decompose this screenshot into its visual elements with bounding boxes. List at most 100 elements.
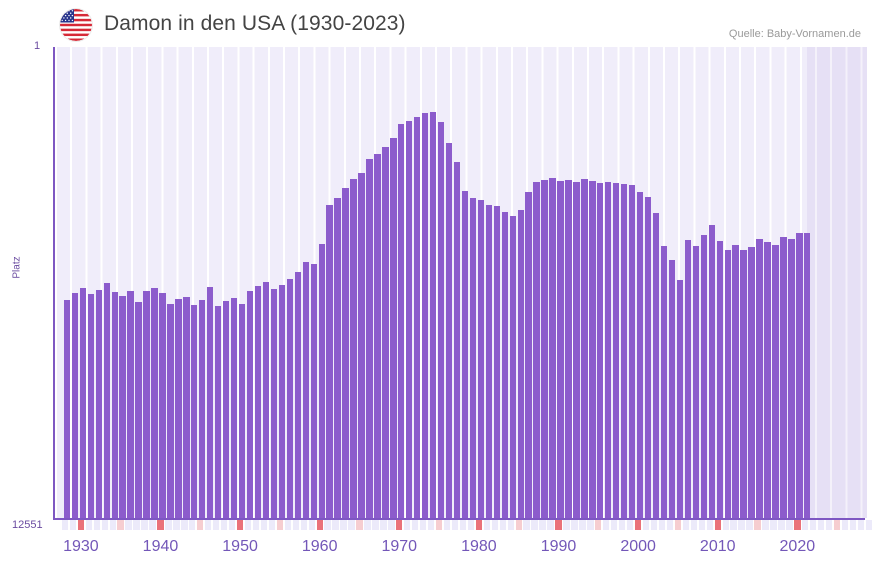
x-axis-tick (459, 520, 467, 530)
bar (230, 298, 238, 518)
x-axis-tick (316, 520, 323, 530)
x-axis-tick (690, 520, 698, 530)
x-axis-tick (475, 520, 483, 530)
x-axis-tick (197, 520, 204, 530)
x-axis-tick (292, 520, 299, 530)
x-axis-tick-label: 1980 (461, 538, 497, 555)
x-axis-tick (714, 520, 721, 530)
x-axis-tick (833, 520, 841, 530)
bar (732, 245, 739, 518)
x-axis-tick (746, 520, 753, 530)
x-axis-tick (109, 520, 116, 530)
x-axis-tick (778, 520, 785, 530)
x-axis-tick (491, 520, 498, 530)
x-axis-tick (738, 520, 745, 530)
x-axis-tick (571, 520, 578, 530)
x-axis-tick (619, 520, 626, 530)
x-axis-tick (658, 520, 666, 530)
bar (222, 301, 230, 518)
x-axis-tick (61, 520, 69, 530)
x-axis-tick (380, 520, 387, 530)
x-axis-tick (865, 520, 873, 530)
bar (167, 304, 174, 518)
x-axis-tick (77, 520, 85, 530)
bar (207, 287, 214, 518)
x-axis-tick (499, 520, 506, 530)
bar (95, 290, 102, 518)
bar (708, 225, 715, 518)
x-axis-tick (786, 520, 793, 530)
x-axis-tick (706, 520, 713, 530)
x-axis-tick (467, 520, 475, 530)
bar (788, 239, 795, 518)
x-axis-tick (133, 520, 140, 530)
bar (740, 250, 747, 518)
bar (215, 306, 222, 518)
x-axis-tick (149, 520, 156, 530)
bar (644, 197, 652, 518)
x-axis-tick (547, 520, 554, 530)
bar (453, 162, 461, 518)
x-axis-tick (523, 520, 530, 530)
x-axis-tick (356, 520, 363, 530)
x-axis-line (53, 518, 865, 520)
x-axis-tick (236, 520, 244, 530)
bar (501, 212, 508, 518)
x-axis-tick (579, 520, 586, 530)
x-axis-tick (642, 520, 650, 530)
x-axis-tick (220, 520, 228, 530)
page-title: Damon in den USA (1930-2023) (104, 12, 406, 35)
bar (270, 289, 278, 518)
bar (358, 173, 365, 518)
bar (246, 291, 254, 518)
x-axis-tick (443, 520, 451, 530)
bar (414, 117, 421, 518)
bar (748, 247, 755, 518)
x-axis-tick-label: 1940 (142, 538, 179, 555)
bar (302, 262, 309, 518)
x-axis-tick (722, 520, 729, 530)
plot-area (53, 47, 867, 518)
x-axis-tick (587, 520, 594, 530)
bar (660, 246, 668, 518)
x-axis-tick (603, 520, 610, 530)
x-axis-tick (611, 520, 618, 530)
x-axis-tick-label: 2000 (620, 538, 656, 555)
y-axis-tick-bottom: 12551 (12, 519, 43, 531)
x-axis-tick (666, 520, 674, 530)
x-axis-tick (841, 520, 849, 530)
bar (262, 282, 270, 518)
x-axis-tick (451, 520, 459, 530)
x-axis-tick-label: 1990 (540, 538, 577, 555)
bar (326, 205, 333, 518)
bar (589, 181, 596, 518)
bar (63, 300, 71, 518)
bar (199, 300, 206, 518)
x-axis-tick (324, 520, 331, 530)
bar (549, 178, 556, 518)
x-axis-tick (69, 520, 77, 530)
bar (796, 233, 803, 518)
x-axis-tick (276, 520, 284, 530)
bar (509, 216, 516, 518)
x-axis-tick (228, 520, 236, 530)
bar (294, 272, 301, 518)
bar (119, 296, 126, 518)
x-axis-tick (762, 520, 769, 530)
bar (350, 179, 357, 518)
bar (628, 185, 636, 518)
source-label: Quelle: Baby-Vornamen.de (728, 28, 861, 40)
bar (652, 213, 660, 518)
x-axis-tick (650, 520, 658, 530)
x-axis-tick-label: 2020 (779, 538, 816, 555)
x-axis-tick (165, 520, 172, 530)
x-axis-tick (531, 520, 538, 530)
bar (597, 183, 604, 518)
bar (780, 237, 787, 518)
bar (111, 292, 118, 518)
x-axis-tick (300, 520, 307, 530)
bar (437, 122, 445, 518)
bar (175, 299, 182, 518)
bar (621, 184, 628, 518)
bar (238, 304, 246, 518)
